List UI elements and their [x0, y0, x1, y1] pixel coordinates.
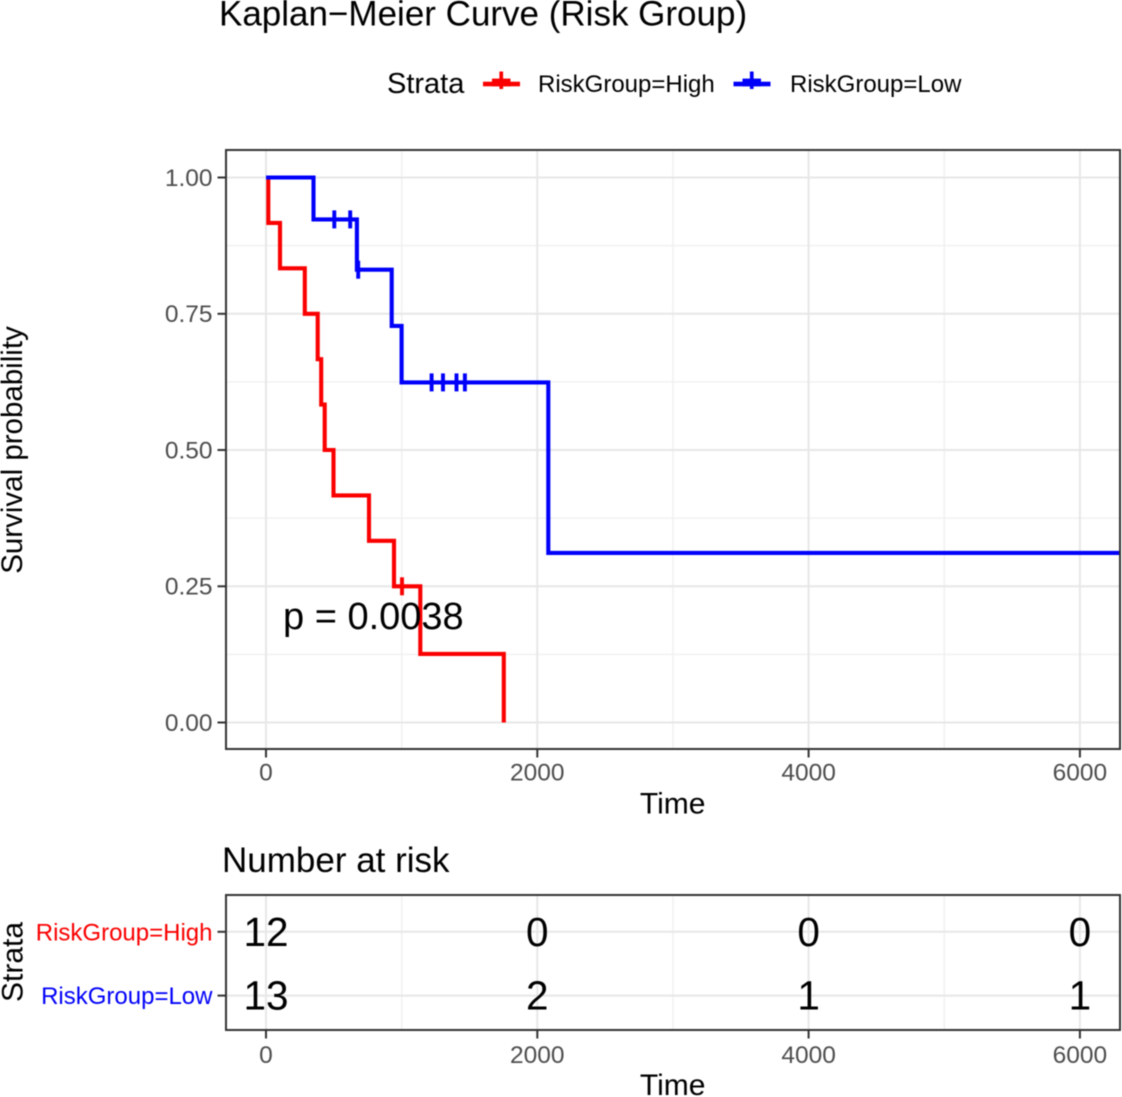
svg-text:RiskGroup=High: RiskGroup=High [36, 919, 213, 946]
svg-text:1.00: 1.00 [165, 165, 213, 192]
svg-text:0: 0 [797, 909, 820, 955]
svg-text:12: 12 [243, 909, 288, 955]
svg-text:0: 0 [1069, 909, 1092, 955]
svg-text:4000: 4000 [781, 759, 836, 786]
svg-text:0: 0 [259, 759, 273, 786]
svg-text:0.75: 0.75 [165, 301, 213, 328]
svg-text:RiskGroup=Low: RiskGroup=Low [790, 71, 962, 98]
svg-text:2000: 2000 [510, 759, 565, 786]
svg-text:0: 0 [259, 1042, 273, 1069]
svg-text:2: 2 [526, 973, 549, 1019]
svg-text:p = 0.0038: p = 0.0038 [283, 596, 464, 638]
svg-text:Number at risk: Number at risk [222, 841, 450, 880]
svg-text:Time: Time [640, 1069, 706, 1097]
svg-text:6000: 6000 [1053, 759, 1108, 786]
svg-text:RiskGroup=Low: RiskGroup=Low [41, 983, 213, 1010]
svg-text:Time: Time [640, 788, 706, 821]
svg-text:6000: 6000 [1053, 1042, 1108, 1069]
svg-text:1: 1 [1069, 973, 1092, 1019]
svg-text:13: 13 [243, 973, 288, 1019]
svg-text:Survival probability: Survival probability [0, 326, 29, 574]
svg-text:2000: 2000 [510, 1042, 565, 1069]
svg-text:Kaplan−Meier Curve (Risk Group: Kaplan−Meier Curve (Risk Group) [219, 0, 747, 34]
svg-text:Strata: Strata [387, 68, 465, 100]
svg-text:Strata: Strata [0, 922, 30, 1002]
svg-text:4000: 4000 [781, 1042, 836, 1069]
svg-text:RiskGroup=High: RiskGroup=High [538, 71, 715, 98]
svg-text:0.25: 0.25 [165, 574, 213, 601]
svg-text:1: 1 [797, 973, 820, 1019]
svg-text:0: 0 [526, 909, 549, 955]
svg-text:0.00: 0.00 [165, 710, 213, 737]
svg-text:0.50: 0.50 [165, 437, 213, 464]
